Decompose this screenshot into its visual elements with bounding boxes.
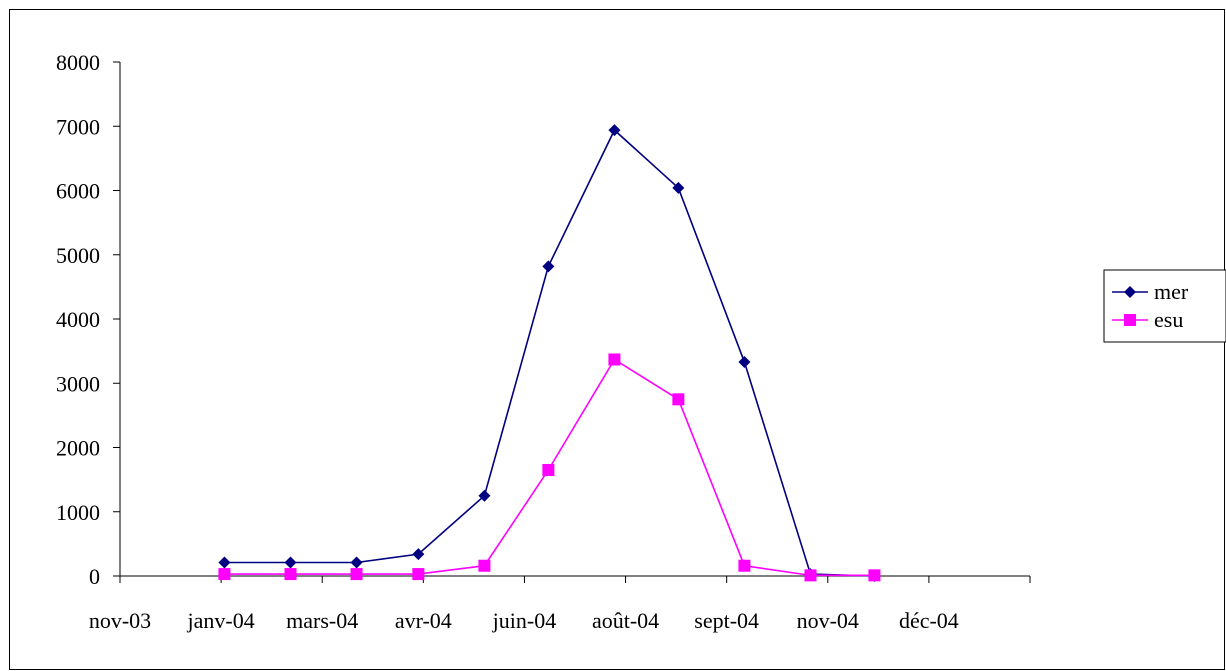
y-tick-label: 1000 [56,500,100,525]
data-point [478,489,491,502]
data-point [350,568,363,581]
series-esu [218,353,881,582]
data-point [804,569,817,582]
legend-marker [1124,314,1136,326]
x-tick-label: nov-04 [797,608,859,633]
data-point [350,556,363,569]
data-point [218,556,231,569]
data-point [738,559,751,572]
x-tick-label: mars-04 [286,608,358,633]
series-line [224,128,875,577]
legend-item-esu: esu [1112,307,1183,332]
y-ticks: 0 1000 2000 3000 4000 5000 6000 7000 8000 [56,50,120,589]
y-tick-label: 6000 [56,179,100,204]
data-point [284,568,297,581]
x-tick-label: juin-04 [492,608,557,633]
legend: mer esu [1103,269,1226,343]
data-point [542,463,555,476]
data-point [868,569,881,582]
legend-label: esu [1154,307,1183,332]
data-point [478,559,491,572]
x-tick-label: déc-04 [899,608,959,633]
data-point [412,568,425,581]
data-point [608,124,621,137]
data-point [284,556,297,569]
data-point [412,548,425,561]
y-tick-label: 2000 [56,436,100,461]
data-point [218,568,231,581]
x-tick-label: nov-03 [89,608,151,633]
chart-frame [9,9,1225,670]
legend-item-mer: mer [1112,279,1189,304]
data-point [738,356,751,369]
legend-marker [1124,286,1136,298]
chart-axes [119,62,1030,577]
series-mer [218,124,881,582]
y-tick-label: 4000 [56,307,100,332]
legend-label: mer [1154,279,1189,304]
data-point [672,393,685,406]
x-tick-label: sept-04 [694,608,759,633]
legend-box [1103,269,1226,343]
y-tick-label: 7000 [56,114,100,139]
x-ticks: nov-03 janv-04 mars-04 avr-04 juin-04 août-04… [89,576,1031,633]
series-layer [218,124,881,582]
y-tick-label: 0 [89,564,100,589]
y-tick-label: 5000 [56,243,100,268]
x-tick-label: août-04 [592,608,659,633]
y-tick-label: 8000 [56,50,100,75]
x-tick-label: janv-04 [187,608,255,633]
y-tick-label: 3000 [56,371,100,396]
data-point [542,260,555,273]
data-point [608,353,621,366]
x-tick-label: avr-04 [395,608,452,633]
data-point [672,181,685,194]
